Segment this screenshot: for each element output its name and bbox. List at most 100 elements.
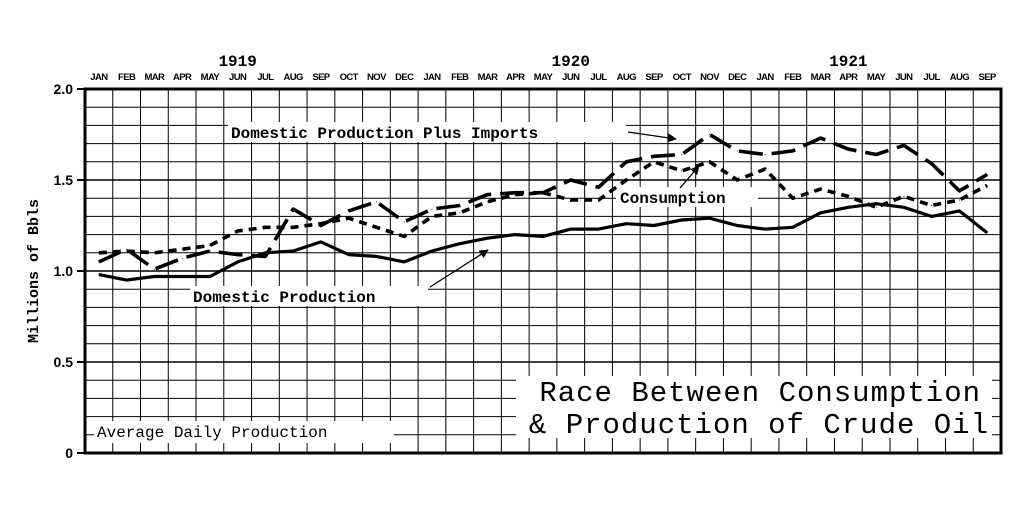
data-point-domestic-production-plus-imports [653,155,655,157]
data-point-domestic-production-plus-imports [459,204,461,206]
month-label: APR [839,72,858,83]
data-point-domestic-production-plus-imports [153,268,155,270]
data-point-domestic-production-plus-imports [792,150,794,152]
month-label: JUN [229,72,247,83]
data-point-domestic-production-plus-imports [126,248,128,250]
year-label: 1921 [829,53,867,71]
data-point-domestic-production [514,234,516,236]
month-label: JUL [257,72,274,83]
data-point-domestic-production-plus-imports [209,250,211,252]
month-label: FEB [451,72,469,83]
month-label: JUN [895,72,913,83]
data-point-consumption [958,199,960,201]
data-point-consumption [764,168,766,170]
data-point-domestic-production [431,250,433,252]
data-point-domestic-production [264,252,266,254]
data-point-consumption [459,212,461,214]
data-point-domestic-production [570,228,572,230]
data-point-domestic-production [209,275,211,277]
y-tick-label: 1.0 [54,263,74,279]
data-point-consumption [320,223,322,225]
label-bg [94,421,394,443]
chart-note: Average Daily Production [97,424,327,442]
data-point-consumption [931,204,933,206]
data-point-domestic-production [237,261,239,263]
data-point-domestic-production-plus-imports [181,257,183,259]
data-point-domestic-production-plus-imports [764,154,766,156]
month-label: NOV [700,72,720,83]
data-point-consumption [126,250,128,252]
annotation-arrow [679,165,700,189]
data-point-domestic-production [153,275,155,277]
data-point-consumption [292,226,294,228]
data-point-consumption [209,245,211,247]
data-point-consumption [847,195,849,197]
month-label: MAR [811,72,832,83]
data-point-domestic-production-plus-imports [237,254,239,256]
chart-title-line-2: & Production of Crude Oil [529,409,989,442]
data-point-consumption [98,252,100,254]
y-tick-label: 2.0 [54,81,74,97]
axes [77,87,1003,455]
data-point-consumption [514,194,516,196]
data-point-domestic-production [348,254,350,256]
data-point-domestic-production-plus-imports [903,144,905,146]
data-point-domestic-production-plus-imports [486,194,488,196]
data-point-consumption [570,199,572,201]
data-point-domestic-production-plus-imports [709,134,711,135]
data-point-domestic-production-plus-imports [375,201,377,203]
data-point-consumption [625,179,627,181]
data-point-domestic-production-plus-imports [875,154,877,156]
data-point-domestic-production-plus-imports [348,210,350,212]
series-annotation: Consumption [620,190,726,208]
data-point-consumption [486,201,488,203]
month-label: APR [173,72,192,83]
data-point-domestic-production-plus-imports [264,255,266,257]
data-point-domestic-production [459,243,461,245]
grid [85,89,1001,453]
month-label: JAN [90,72,108,83]
data-point-domestic-production-plus-imports [847,148,849,150]
data-point-domestic-production [875,203,877,205]
label-bg [190,286,428,306]
data-point-consumption [986,184,988,186]
year-label: 1920 [552,53,590,71]
month-label: DEC [728,72,747,83]
data-point-domestic-production [736,225,738,226]
data-point-domestic-production [681,219,683,221]
data-point-consumption [903,195,905,197]
data-point-domestic-production-plus-imports [403,221,405,223]
data-point-consumption [792,197,794,199]
month-label: SEP [312,72,330,83]
annotation-arrow [429,249,489,288]
data-point-domestic-production [986,232,988,234]
data-point-domestic-production-plus-imports [986,174,988,176]
month-label: JUN [562,72,580,83]
series-annotation: Domestic Production [193,289,375,307]
data-point-domestic-production [486,237,488,239]
annotation-arrow [627,131,677,143]
series-annotation: Domestic Production Plus Imports [231,125,538,143]
data-point-domestic-production [764,228,766,230]
data-point-consumption [598,199,600,201]
month-label: MAY [201,72,221,83]
data-point-domestic-production-plus-imports [736,150,738,152]
data-point-domestic-production-plus-imports [625,161,627,163]
y-tick-label: 0.5 [54,354,74,370]
label-bg [516,376,992,438]
chart-title-line-1: Race Between Consumption [539,377,981,410]
y-axis-label: Millions of Bbls [26,199,43,343]
data-point-consumption [736,179,738,181]
data-point-domestic-production [375,255,377,257]
data-point-consumption [431,215,433,217]
data-point-consumption [181,248,183,250]
data-point-domestic-production-plus-imports [570,179,572,181]
month-label: MAY [534,72,554,83]
data-point-domestic-production [126,279,128,281]
label-bg [616,187,758,207]
data-point-consumption [403,235,405,237]
data-point-domestic-production [958,210,960,212]
data-point-domestic-production [847,206,849,208]
data-point-domestic-production [709,217,711,219]
